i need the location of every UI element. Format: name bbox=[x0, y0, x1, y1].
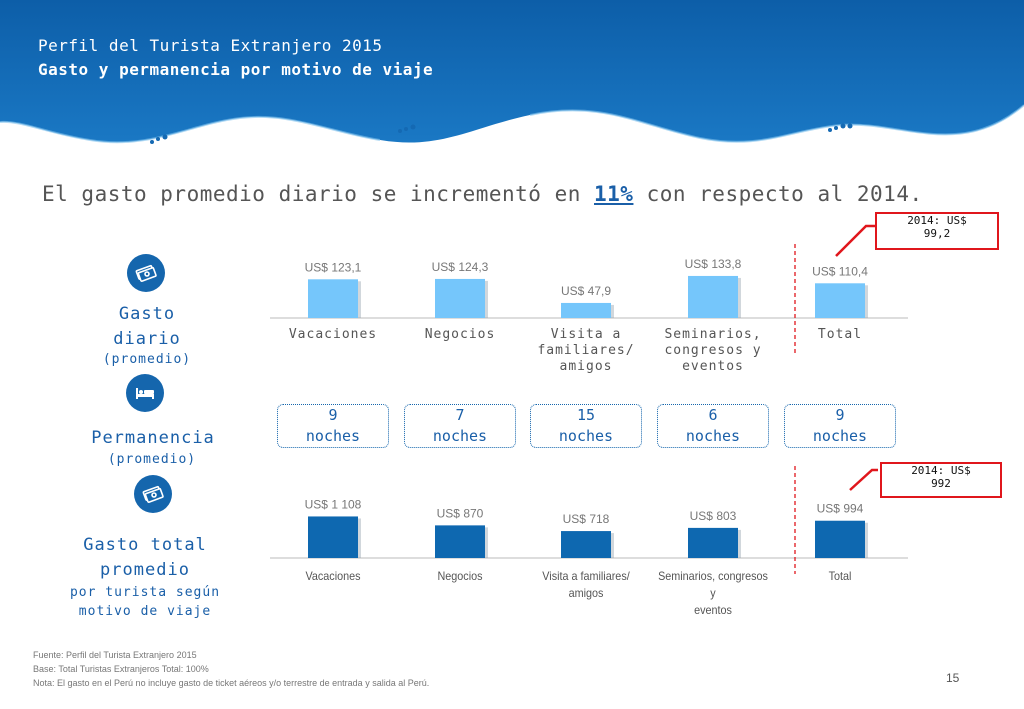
header-banner bbox=[0, 0, 1024, 144]
callout-total-2014: 2014: US$ 992 bbox=[880, 462, 1002, 498]
section-gasto-total-line1: Gasto total bbox=[83, 535, 207, 555]
section-gasto-diario-sub: (promedio) bbox=[102, 352, 192, 367]
section-gasto-diario-title: Gasto diario bbox=[82, 302, 212, 352]
category-label-line: Negocios bbox=[437, 569, 483, 583]
category-label-line: Vacaciones bbox=[305, 569, 361, 583]
nights-unit: noches bbox=[432, 427, 488, 445]
bar-value-label: US$ 47,9 bbox=[561, 284, 611, 298]
category-label: Negocios bbox=[404, 568, 516, 585]
footer-note: Nota: El gasto en el Perú no incluye gas… bbox=[33, 678, 430, 688]
bar-3 bbox=[561, 531, 611, 558]
callout-daily-line2: 99,2 bbox=[923, 227, 951, 240]
nights-unit: noches bbox=[685, 427, 741, 445]
nights-unit: noches bbox=[305, 427, 361, 445]
nights-number: 9 bbox=[835, 406, 845, 424]
section-gasto-diario-line1: Gasto bbox=[118, 304, 176, 324]
nights-box: 9 noches bbox=[277, 404, 389, 448]
nights-unit: noches bbox=[812, 427, 868, 445]
nights-number: 6 bbox=[708, 406, 718, 424]
category-label-line: Vacaciones bbox=[288, 327, 378, 342]
category-label-line: Visita a bbox=[550, 327, 622, 342]
category-label-line: amigos bbox=[559, 359, 613, 374]
section-gasto-total-line2: promedio bbox=[100, 560, 190, 580]
category-label: Negocios bbox=[398, 327, 522, 343]
category-label-line: congresos y bbox=[664, 343, 762, 358]
bar-1 bbox=[308, 516, 358, 558]
bar-5 bbox=[815, 283, 865, 318]
category-label: Total bbox=[784, 568, 896, 585]
section-permanencia-title: Permanencia bbox=[91, 428, 215, 448]
bar-value-label: US$ 994 bbox=[817, 502, 864, 516]
footer-source: Fuente: Perfil del Turista Extranjero 20… bbox=[33, 650, 197, 660]
category-label-line: Seminarios, bbox=[664, 327, 762, 342]
callout-total-line2: 992 bbox=[931, 477, 951, 490]
nights-box: 15 noches bbox=[530, 404, 642, 448]
category-label-line: Total bbox=[828, 569, 852, 583]
callout-daily-line1: 2014: US$ bbox=[907, 214, 967, 227]
category-label-line: familiares/ bbox=[537, 343, 635, 358]
bar-4 bbox=[688, 275, 738, 318]
category-label-line: eventos bbox=[694, 603, 732, 617]
footer-base: Base: Total Turistas Extranjeros Total: … bbox=[33, 664, 209, 674]
category-label: Visita a familiares/ amigos bbox=[530, 568, 642, 602]
category-label: Seminarios, congresos y eventos bbox=[651, 327, 775, 375]
category-label-line: Visita a familiares/ amigos bbox=[542, 569, 630, 600]
nights-number: 15 bbox=[576, 406, 596, 424]
nights-box: 7 noches bbox=[404, 404, 516, 448]
section-gasto-total-sub: por turista según motivo de viaje bbox=[50, 583, 240, 621]
category-label-line: Total bbox=[817, 327, 863, 342]
headline-before: El gasto promedio diario se incrementó e… bbox=[42, 182, 595, 206]
bar-4 bbox=[688, 527, 738, 558]
section-gasto-total-sub1: por turista según bbox=[69, 585, 221, 600]
page-title: Perfil del Turista Extranjero 2015 bbox=[38, 36, 383, 55]
money-icon bbox=[127, 254, 165, 292]
category-label-line: eventos bbox=[682, 359, 744, 374]
total-spend-chart: US$ 1 108 US$ 870 US$ 718 US$ 803 US$ 994 bbox=[270, 497, 908, 559]
section-gasto-total-title: Gasto total promedio bbox=[60, 533, 230, 583]
daily-spend-chart: US$ 123,1 US$ 124,3 US$ 47,9 US$ 133,8 US$ 1… bbox=[270, 257, 908, 319]
page-subtitle: Gasto y permanencia por motivo de viaje bbox=[38, 60, 434, 79]
bar-value-label: US$ 133,8 bbox=[685, 257, 742, 271]
headline-highlight: 11% bbox=[594, 182, 634, 206]
headline: El gasto promedio diario se incrementó e… bbox=[42, 182, 923, 206]
bar-value-label: US$ 803 bbox=[690, 509, 737, 523]
total-separator bbox=[794, 244, 796, 574]
bar-3 bbox=[561, 302, 611, 318]
category-label: Visita a familiares/amigos bbox=[524, 327, 648, 375]
category-label: Total bbox=[778, 327, 902, 343]
callout-total-line1: 2014: US$ bbox=[911, 464, 971, 477]
bar-2 bbox=[435, 278, 485, 318]
bar-1 bbox=[308, 279, 358, 318]
bar-value-label: US$ 870 bbox=[437, 506, 484, 520]
category-label-line: Seminarios, congresos y bbox=[658, 569, 768, 600]
section-gasto-diario-line2: diario bbox=[113, 329, 181, 349]
money-icon bbox=[134, 475, 172, 513]
bar-value-label: US$ 1 108 bbox=[305, 497, 362, 511]
callout-connectors bbox=[835, 224, 878, 491]
bar-5 bbox=[815, 520, 865, 558]
bar-value-label: US$ 110,4 bbox=[812, 264, 868, 278]
nights-box: 9 noches bbox=[784, 404, 896, 448]
category-label: Vacaciones bbox=[277, 568, 389, 585]
callout-daily-2014: 2014: US$ 99,2 bbox=[875, 212, 999, 250]
bed-icon bbox=[126, 374, 164, 412]
bar-value-label: US$ 718 bbox=[563, 512, 610, 526]
bar-2 bbox=[435, 525, 485, 558]
bar-value-label: US$ 123,1 bbox=[305, 260, 362, 274]
category-label: Seminarios, congresos y eventos bbox=[657, 568, 769, 619]
nights-number: 7 bbox=[455, 406, 465, 424]
category-label: Vacaciones bbox=[271, 327, 395, 343]
nights-number: 9 bbox=[328, 406, 338, 424]
nights-box: 6 noches bbox=[657, 404, 769, 448]
section-gasto-total-sub2: motivo de viaje bbox=[78, 604, 212, 619]
section-permanencia-sub: (promedio) bbox=[107, 452, 197, 467]
page-number: 15 bbox=[946, 671, 960, 685]
bar-value-label: US$ 124,3 bbox=[432, 260, 489, 274]
nights-unit: noches bbox=[558, 427, 614, 445]
headline-after: con respecto al 2014. bbox=[633, 182, 923, 206]
category-label-line: Negocios bbox=[424, 327, 496, 342]
